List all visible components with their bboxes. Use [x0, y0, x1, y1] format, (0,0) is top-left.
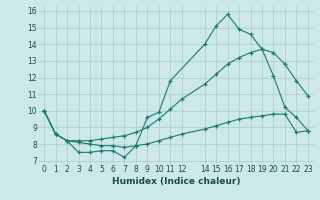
X-axis label: Humidex (Indice chaleur): Humidex (Indice chaleur)	[112, 177, 240, 186]
